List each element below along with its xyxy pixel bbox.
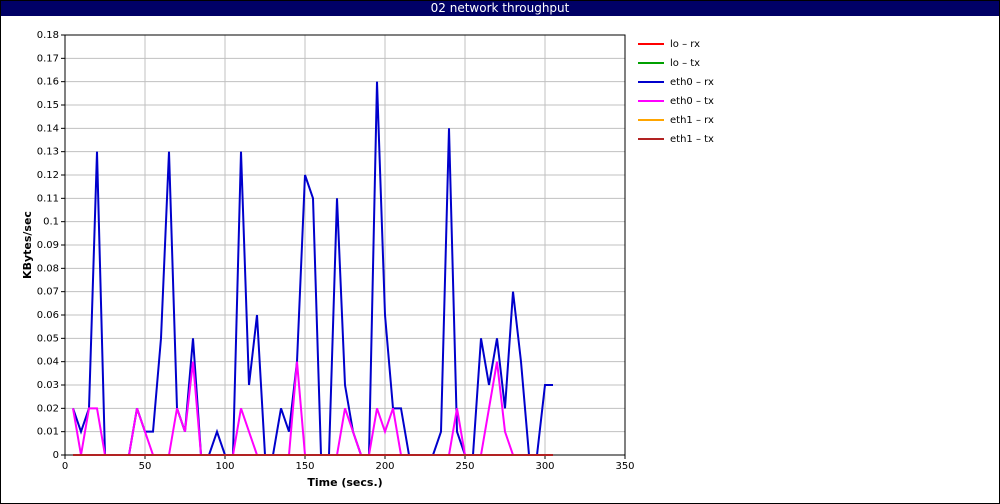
x-tick-label: 0 — [62, 461, 68, 472]
legend-label: lo – rx — [670, 39, 700, 50]
y-tick-label: 0.16 — [37, 77, 59, 88]
legend-label: eth0 – tx — [670, 96, 714, 107]
y-tick-label: 0 — [53, 450, 59, 461]
x-tick-label: 300 — [535, 461, 554, 472]
y-tick-label: 0.18 — [37, 30, 59, 41]
y-tick-label: 0.01 — [37, 427, 59, 438]
x-tick-label: 150 — [295, 461, 314, 472]
y-tick-label: 0.09 — [37, 240, 59, 251]
y-tick-label: 0.13 — [37, 147, 59, 158]
legend-label: eth0 – rx — [670, 77, 714, 88]
title-bar — [1, 1, 999, 16]
y-tick-label: 0.04 — [37, 357, 59, 368]
y-tick-label: 0.06 — [37, 310, 59, 321]
y-tick-label: 0.03 — [37, 380, 59, 391]
x-axis-title: Time (secs.) — [307, 476, 382, 489]
y-tick-label: 0.17 — [37, 53, 59, 64]
y-tick-label: 0.14 — [37, 123, 59, 134]
legend-label: lo – tx — [670, 58, 700, 69]
y-tick-label: 0.08 — [37, 263, 59, 274]
y-tick-label: 0.15 — [37, 100, 59, 111]
y-tick-label: 0.12 — [37, 170, 59, 181]
y-tick-label: 0.05 — [37, 333, 59, 344]
x-tick-label: 200 — [375, 461, 394, 472]
y-tick-label: 0.11 — [37, 193, 59, 204]
x-tick-label: 100 — [215, 461, 234, 472]
y-axis-title: KBytes/sec — [21, 211, 34, 279]
legend-label: eth1 – rx — [670, 115, 714, 126]
x-tick-label: 250 — [455, 461, 474, 472]
x-tick-label: 350 — [615, 461, 634, 472]
y-tick-label: 0.02 — [37, 403, 59, 414]
x-tick-label: 50 — [139, 461, 152, 472]
legend-label: eth1 – tx — [670, 134, 714, 145]
y-tick-label: 0.1 — [43, 217, 59, 228]
y-tick-label: 0.07 — [37, 287, 59, 298]
chart-title: 02 network throughput — [431, 1, 570, 15]
